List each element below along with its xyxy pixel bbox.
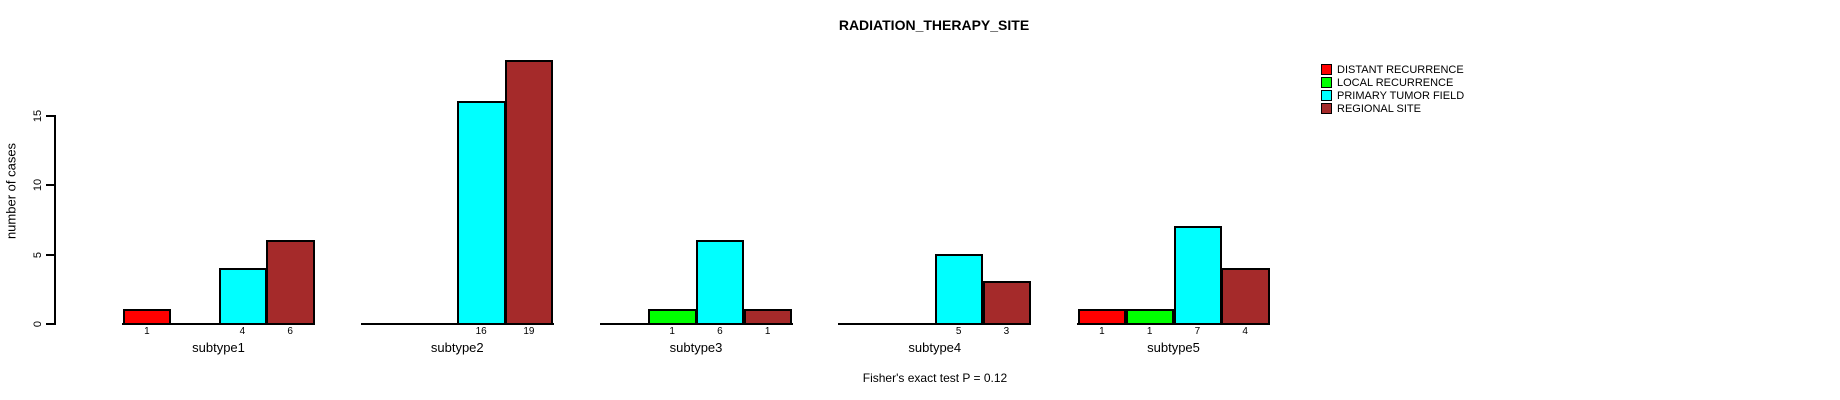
bar-subtype4-primary-tumor-field <box>934 253 983 325</box>
legend-swatch-icon <box>1321 64 1332 75</box>
bar-value-label: 6 <box>717 326 723 337</box>
bar-subtype1-distant-recurrence <box>123 309 172 325</box>
legend-label: REGIONAL SITE <box>1337 102 1421 115</box>
bar-subtype1-regional-site <box>266 239 315 325</box>
bar-value-label: 1 <box>669 326 675 337</box>
legend-item: PRIMARY TUMOR FIELD <box>1321 89 1464 102</box>
category-label-subtype3: subtype3 <box>669 340 723 355</box>
bar-value-label: 3 <box>1003 326 1010 337</box>
y-axis-tick <box>46 253 54 256</box>
legend-swatch-icon <box>1321 103 1332 114</box>
bar-value-label: 5 <box>955 326 962 337</box>
bar-subtype3-local-recurrence <box>648 309 697 325</box>
y-axis-line <box>54 115 56 325</box>
y-axis-tick-label: 15 <box>32 109 44 123</box>
annotation-fisher-test: Fisher's exact test P = 0.12 <box>862 371 1008 385</box>
bar-value-label: 1 <box>1099 326 1105 337</box>
bar-subtype1-primary-tumor-field <box>218 267 267 325</box>
bar-subtype5-distant-recurrence <box>1078 309 1127 325</box>
y-axis-tick-label: 10 <box>32 179 44 192</box>
legend-item: REGIONAL SITE <box>1321 102 1464 115</box>
y-axis-tick <box>46 323 54 325</box>
y-axis-tick <box>46 184 54 187</box>
bar-subtype2-primary-tumor-field <box>457 101 506 325</box>
chart-title: RADIATION_THERAPY_SITE <box>838 17 1030 33</box>
bar-subtype3-regional-site <box>743 309 792 325</box>
bar-subtype3-primary-tumor-field <box>696 239 745 325</box>
bar-subtype4-regional-site <box>982 281 1031 325</box>
bar-value-label: 19 <box>523 326 535 337</box>
category-label-subtype1: subtype1 <box>192 340 245 355</box>
bar-value-label: 4 <box>1242 326 1248 337</box>
bar-value-label: 16 <box>475 326 487 337</box>
legend-label: PRIMARY TUMOR FIELD <box>1337 89 1465 102</box>
bar-value-label: 1 <box>144 326 150 337</box>
bar-subtype5-local-recurrence <box>1125 309 1174 325</box>
bar-value-label: 1 <box>1146 326 1153 337</box>
legend-item: DISTANT RECURRENCE <box>1321 63 1464 76</box>
bar-value-label: 6 <box>287 326 293 337</box>
legend: DISTANT RECURRENCE LOCAL RECURRENCE PRIMAR… <box>1321 63 1464 115</box>
category-label-subtype4: subtype4 <box>908 340 962 355</box>
y-axis-tick-label: 0 <box>32 320 44 328</box>
bar-subtype5-primary-tumor-field <box>1173 225 1222 325</box>
y-axis-tick <box>46 115 54 117</box>
category-label-subtype5: subtype5 <box>1147 340 1200 355</box>
bar-value-label: 1 <box>764 326 771 337</box>
legend-label: LOCAL RECURRENCE <box>1337 76 1454 89</box>
bar-value-label: 4 <box>239 326 246 337</box>
bar-value-label: 7 <box>1194 326 1201 337</box>
y-axis-label: number of cases <box>3 142 19 240</box>
category-label-subtype2: subtype2 <box>430 340 484 355</box>
y-axis-tick-label: 5 <box>32 251 44 258</box>
legend-swatch-icon <box>1321 77 1332 88</box>
legend-label: DISTANT RECURRENCE <box>1337 63 1464 76</box>
legend-swatch-icon <box>1321 90 1332 101</box>
legend-item: LOCAL RECURRENCE <box>1321 76 1464 89</box>
bar-subtype5-regional-site <box>1221 267 1270 325</box>
bar-subtype2-regional-site <box>505 59 554 325</box>
